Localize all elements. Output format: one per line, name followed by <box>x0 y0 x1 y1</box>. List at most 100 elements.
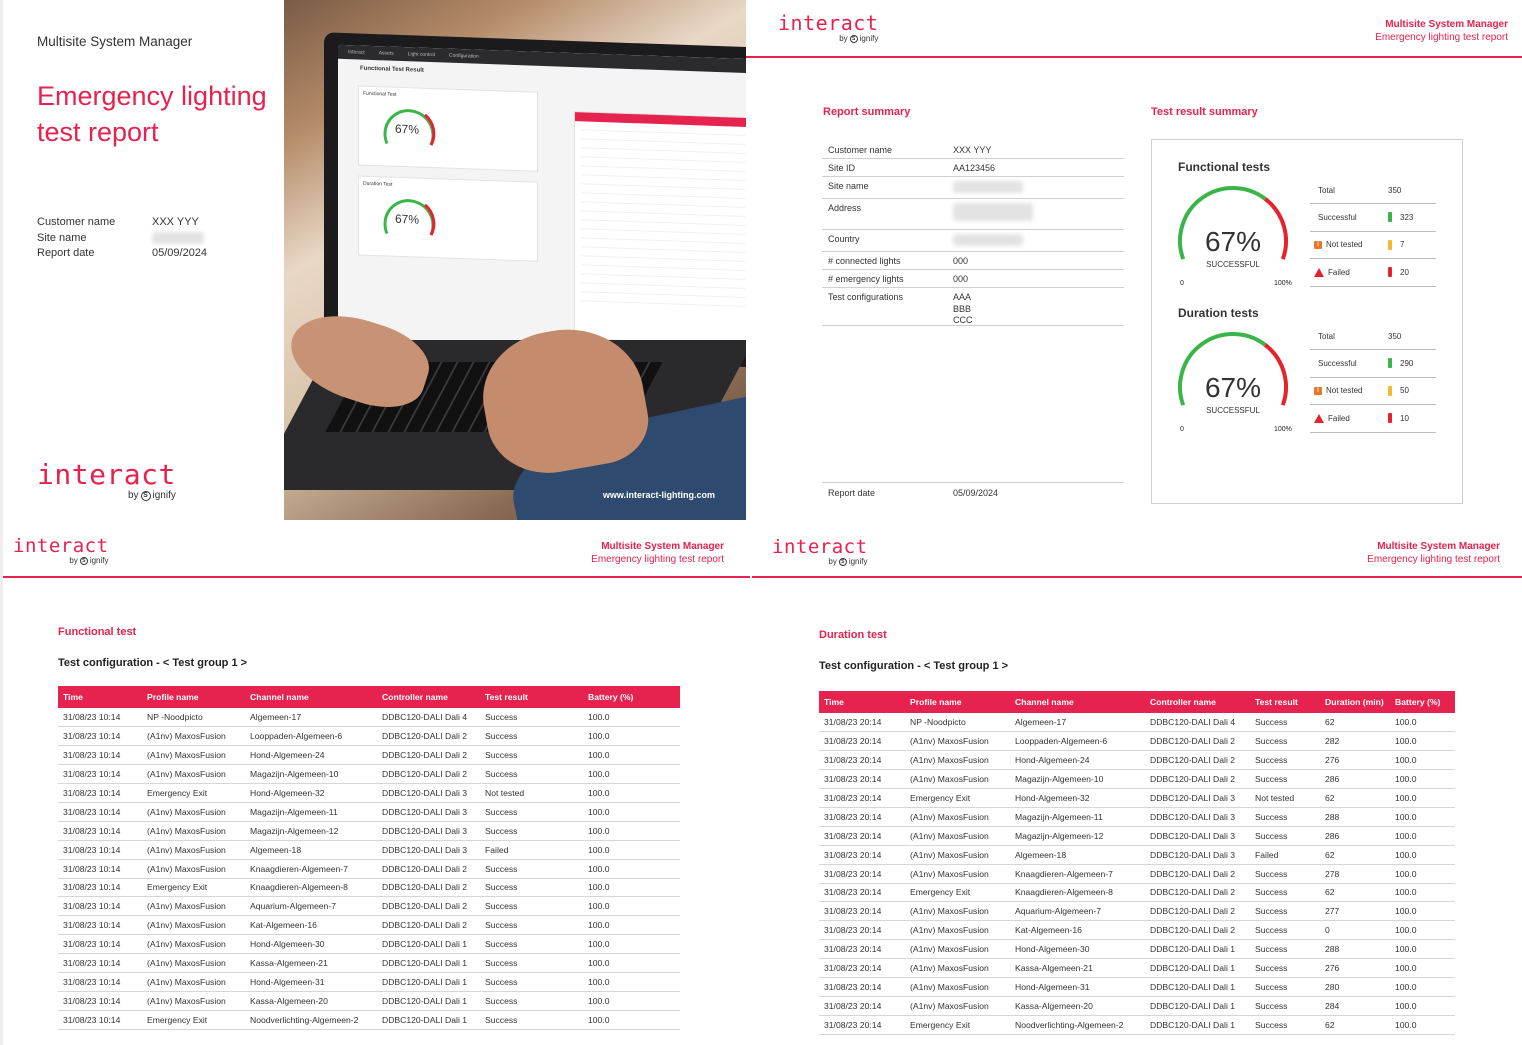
gauge-max: 100% <box>1274 280 1292 287</box>
gauge-percent: 67% <box>1204 372 1262 403</box>
table-cell: Success <box>1250 713 1320 733</box>
table-cell: Failed <box>1250 845 1320 865</box>
laptop-illustration: Interact Assets Light control Configurat… <box>324 32 746 368</box>
stat-failed: Failed 20 <box>1310 259 1436 287</box>
table-cell: Success <box>480 896 583 917</box>
cover-meta-row: Customer name XXX YYY <box>37 216 207 232</box>
table-cell: Algemeen-18 <box>245 840 377 860</box>
table-cell: DDBC120-DALI Dali 2 <box>1145 864 1250 884</box>
table-cell: 31/08/23 10:14 <box>58 840 142 860</box>
column-header: Battery (%) <box>1390 691 1455 713</box>
table-cell: DDBC120-DALI Dali 4 <box>377 708 480 728</box>
table-cell: Success <box>480 802 583 822</box>
table-cell: DDBC120-DALI Dali 2 <box>377 859 480 879</box>
stat-value: 50 <box>1400 386 1409 396</box>
table-cell: 100.0 <box>1390 939 1455 960</box>
logo-brand: ignify <box>848 557 868 566</box>
table-cell: 31/08/23 20:14 <box>819 713 905 733</box>
gauge-caption: SUCCESSFUL <box>1206 260 1260 269</box>
table-cell: Magazijn-Algemeen-10 <box>245 764 377 785</box>
table-cell: 62 <box>1320 788 1390 808</box>
duration-test-table: Time Profile name Channel name Controller n… <box>819 691 1455 1035</box>
screen-tab: Configuration <box>448 52 479 60</box>
table-cell: Success <box>1250 958 1320 978</box>
table-cell: 100.0 <box>583 1010 680 1030</box>
table-cell: 31/08/23 20:14 <box>819 807 905 827</box>
summary-value-redacted <box>953 203 1118 226</box>
meta-label: Customer name <box>37 216 116 228</box>
not-tested-bar <box>1388 239 1392 250</box>
table-cell: 31/08/23 10:14 <box>58 783 142 803</box>
table-cell: DDBC120-DALI Dali 1 <box>377 972 480 992</box>
table-cell: Success <box>1250 920 1320 941</box>
table-cell: 100.0 <box>1390 1015 1455 1035</box>
table-cell: 100.0 <box>583 991 680 1011</box>
stat-value: 10 <box>1400 413 1409 423</box>
table-row: 31/08/23 20:14 (A1nv) MaxosFusion Looppade… <box>819 731 1455 752</box>
table-cell: (A1nv) MaxosFusion <box>905 807 1010 827</box>
table-cell: (A1nv) MaxosFusion <box>905 996 1010 1016</box>
table-cell: DDBC120-DALI Dali 1 <box>1145 958 1250 978</box>
not-tested-bar <box>1388 385 1392 396</box>
table-cell: Success <box>480 859 583 879</box>
table-cell: (A1nv) MaxosFusion <box>142 953 245 973</box>
table-cell: 31/08/23 20:14 <box>819 883 905 903</box>
test-result-panel: Functional tests 67% SUCCESSFUL 0 100% T… <box>1151 139 1463 504</box>
table-cell: Knaagdieren-Algemeen-7 <box>245 859 377 879</box>
table-cell: 31/08/23 10:14 <box>58 726 142 747</box>
table-cell: Emergency Exit <box>142 878 245 898</box>
logo-word: interact <box>778 11 879 35</box>
table-cell: 100.0 <box>583 878 680 898</box>
functional-test-title: Functional test <box>58 626 137 638</box>
table-cell: Kassa-Algemeen-21 <box>1010 958 1145 978</box>
header-product: Multisite System Manager <box>1377 541 1500 552</box>
table-cell: Hond-Algemeen-24 <box>245 745 377 766</box>
table-cell: 62 <box>1320 713 1390 733</box>
summary-key: Test configurations <box>828 292 904 302</box>
table-cell: 288 <box>1320 939 1390 960</box>
signify-icon: S <box>79 556 88 565</box>
table-cell: 100.0 <box>583 915 680 936</box>
table-cell: Success <box>1250 901 1320 922</box>
screen-table <box>574 111 746 346</box>
table-cell: Success <box>1250 769 1320 790</box>
table-cell: (A1nv) MaxosFusion <box>142 840 245 860</box>
table-cell: Success <box>480 953 583 973</box>
table-row: 31/08/23 10:14 (A1nv) MaxosFusion Kassa-Al… <box>58 991 680 1011</box>
stat-label: Failed <box>1328 267 1350 277</box>
header-report: Emergency lighting test report <box>1367 554 1500 565</box>
table-row: 31/08/23 20:14 Emergency Exit Knaagdieren-… <box>819 883 1455 903</box>
table-cell: 100.0 <box>583 953 680 973</box>
table-cell: 31/08/23 20:14 <box>819 731 905 752</box>
table-cell: 31/08/23 20:14 <box>819 1015 905 1035</box>
table-cell: (A1nv) MaxosFusion <box>905 920 1010 941</box>
table-cell: DDBC120-DALI Dali 2 <box>377 764 480 785</box>
column-header: Profile name <box>142 686 245 708</box>
failed-bar <box>1388 413 1392 424</box>
table-row: 31/08/23 10:14 (A1nv) MaxosFusion Looppade… <box>58 726 680 747</box>
table-row: 31/08/23 10:14 Emergency Exit Hond-Algemee… <box>58 783 680 803</box>
table-row: 31/08/23 20:14 Emergency Exit Noodverlicht… <box>819 1015 1455 1035</box>
table-cell: Algemeen-18 <box>1010 845 1145 865</box>
table-cell: 31/08/23 20:14 <box>819 996 905 1016</box>
stat-label: Failed <box>1328 413 1350 423</box>
table-cell: DDBC120-DALI Dali 1 <box>1145 939 1250 960</box>
table-cell: 100.0 <box>583 934 680 955</box>
table-cell: Magazijn-Algemeen-12 <box>1010 826 1145 846</box>
table-cell: Not tested <box>480 783 583 803</box>
table-cell: (A1nv) MaxosFusion <box>905 939 1010 960</box>
summary-row: # emergency lights 000 <box>822 270 1124 288</box>
summary-key: Customer name <box>828 145 893 155</box>
meta-value: XXX YYY <box>152 216 199 228</box>
table-cell: NP -Noodpicto <box>905 713 1010 733</box>
table-cell: (A1nv) MaxosFusion <box>142 726 245 747</box>
table-cell: DDBC120-DALI Dali 1 <box>1145 996 1250 1016</box>
table-cell: 31/08/23 10:14 <box>58 859 142 879</box>
table-cell: Not tested <box>1250 788 1320 808</box>
success-bar <box>1388 212 1392 223</box>
gauge-caption: SUCCESSFUL <box>1206 406 1260 415</box>
table-cell: Success <box>1250 996 1320 1016</box>
table-cell: Success <box>1250 864 1320 884</box>
table-cell: (A1nv) MaxosFusion <box>142 934 245 955</box>
summary-row: # connected lights 000 <box>822 252 1124 270</box>
